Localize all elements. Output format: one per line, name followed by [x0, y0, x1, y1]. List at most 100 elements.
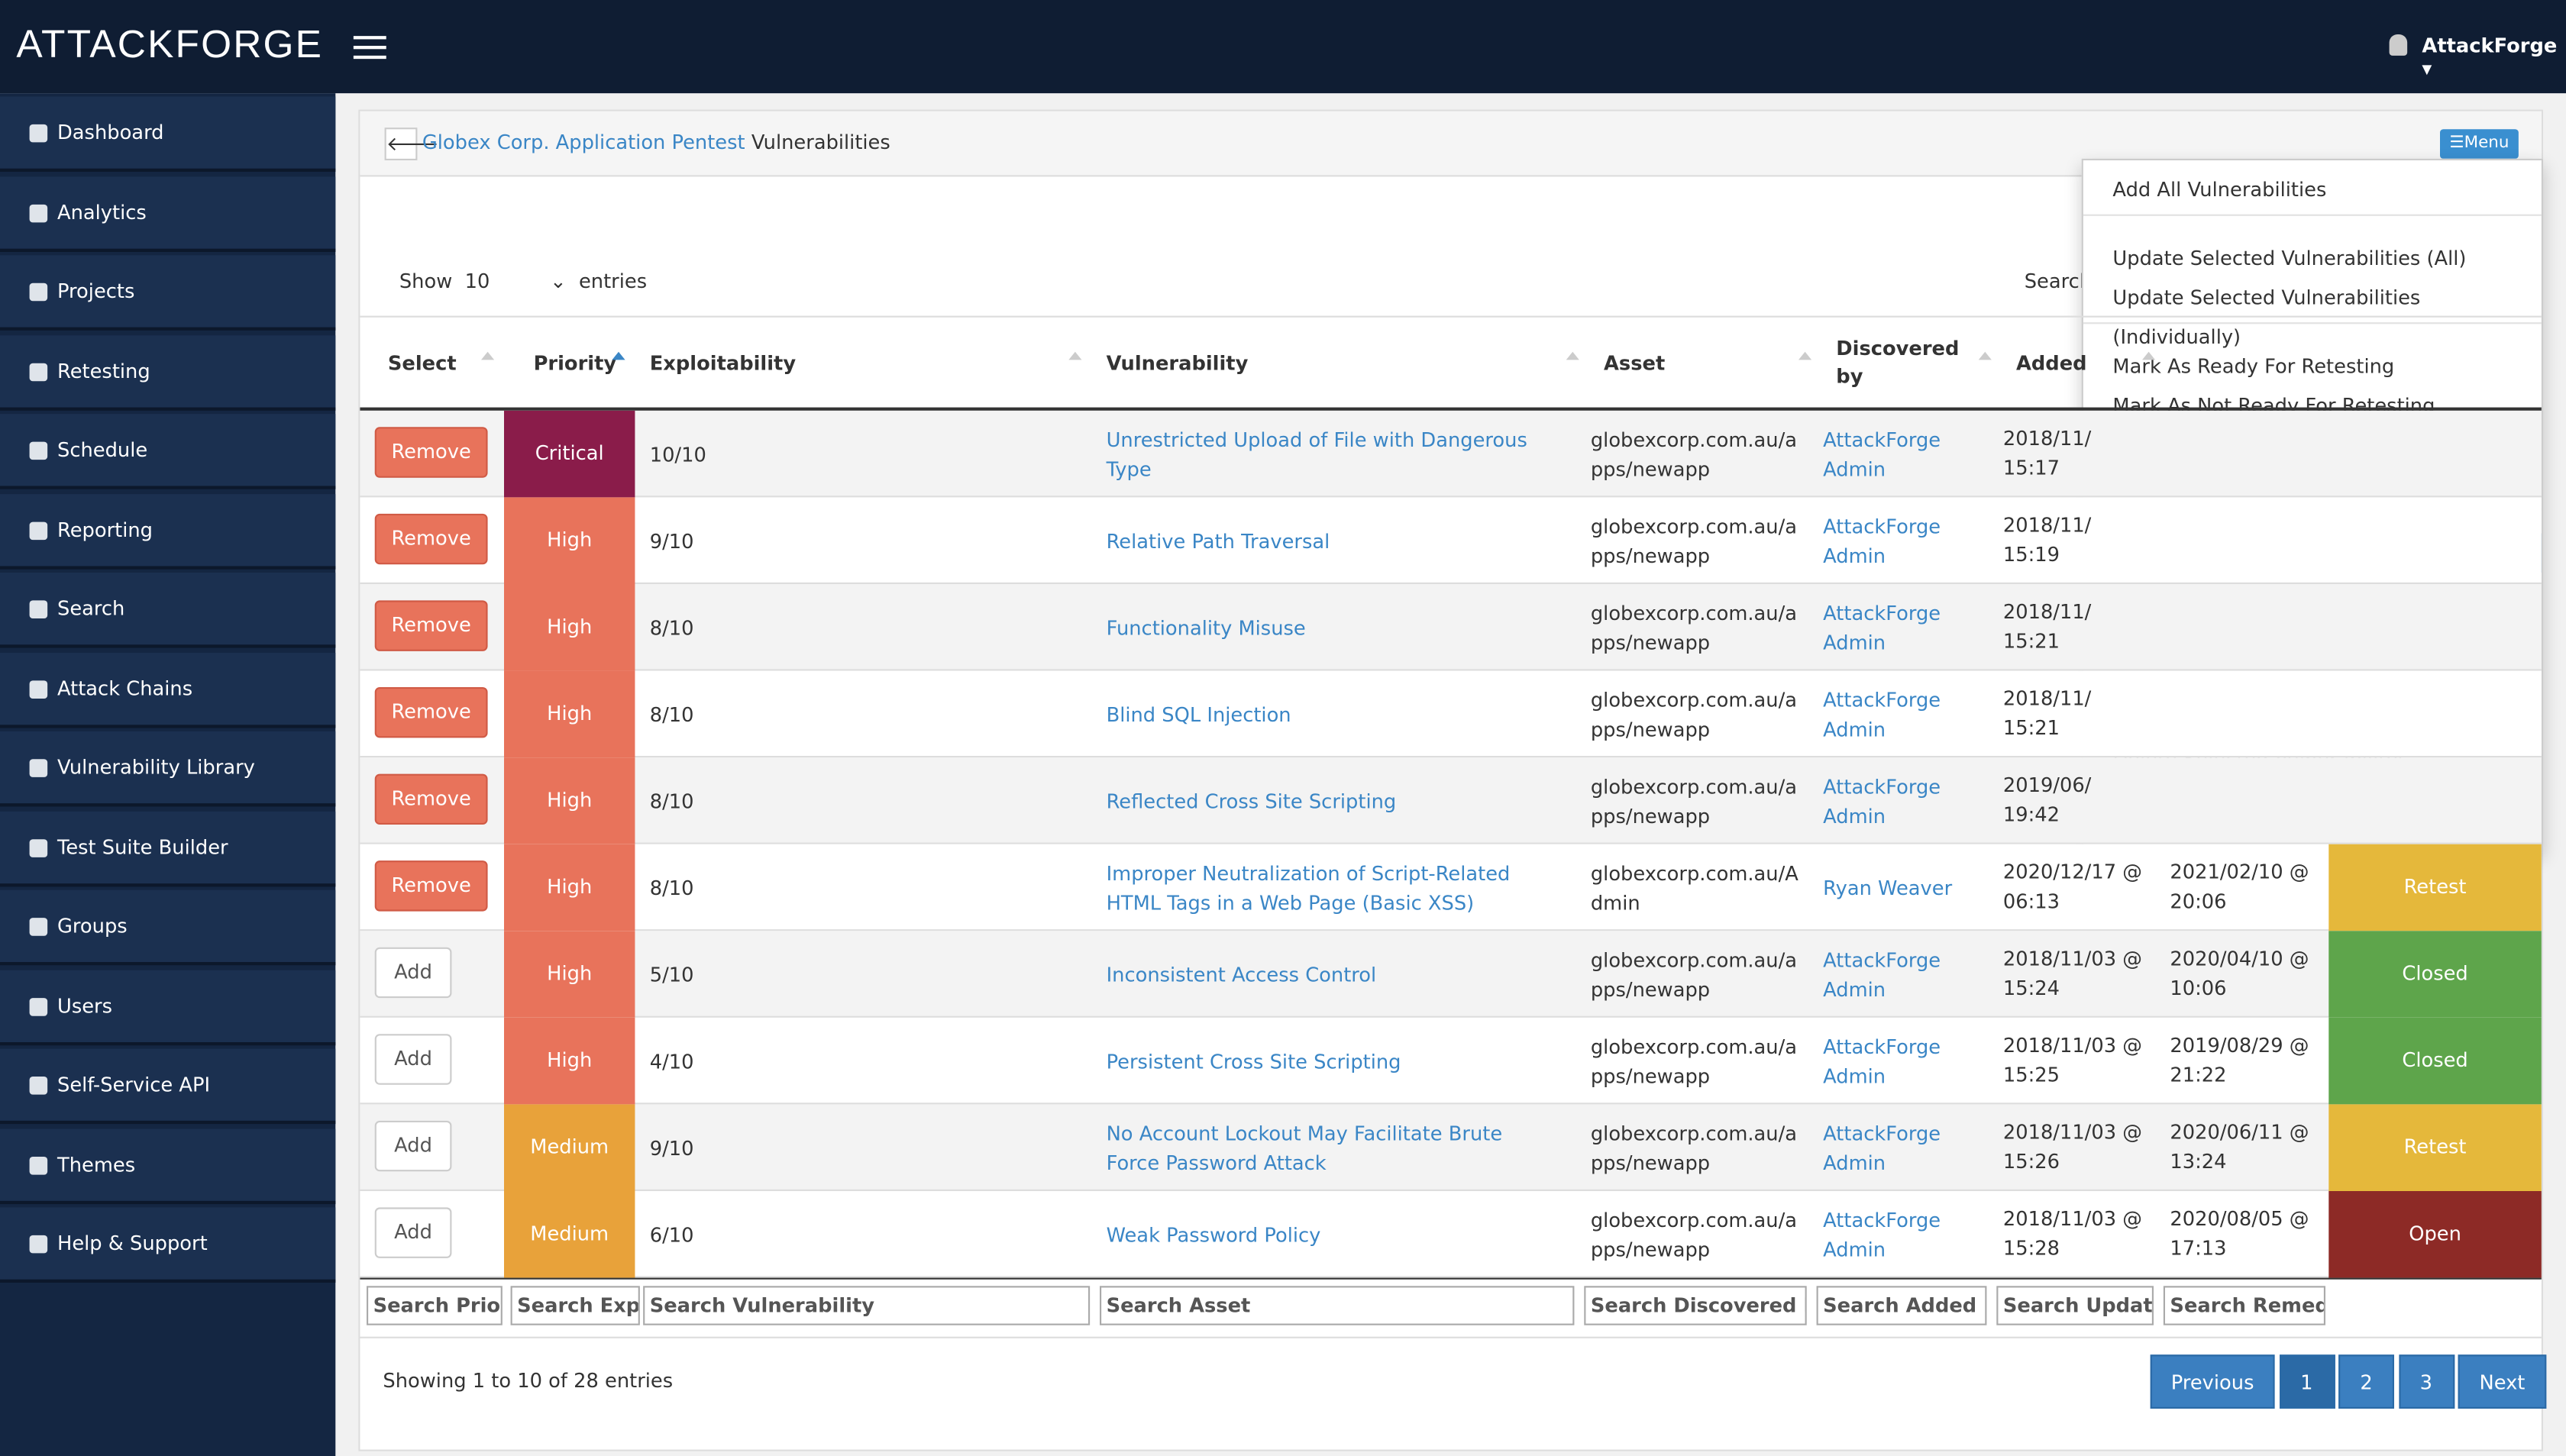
vulnerability-text[interactable]: Improper Neutralization of Script-Relate… — [1106, 861, 1511, 914]
exploitability-text: 5/10 — [649, 963, 694, 986]
updated: 2020/04/10 @ 10:06 — [2170, 944, 2327, 1002]
nav-item[interactable]: Themes — [0, 1128, 336, 1204]
page-button[interactable]: 3 — [2398, 1354, 2455, 1409]
exploitability-text: 4/10 — [649, 1049, 694, 1073]
column-header[interactable]: Select — [387, 350, 457, 374]
menu-item[interactable]: Update Selected Vulnerabilities (Individ… — [2112, 286, 2421, 349]
row-action-button[interactable]: Remove — [374, 513, 488, 565]
discovered-by-text[interactable]: AttackForge Admin — [1823, 601, 1941, 654]
nav-item[interactable]: Retesting — [0, 334, 336, 410]
asset: globexcorp.com.au/apps/newapp — [1591, 497, 1800, 584]
vulnerability-text[interactable]: Blind SQL Injection — [1106, 702, 1291, 726]
nav-item[interactable]: Help & Support — [0, 1207, 336, 1283]
menu-item[interactable]: Update Selected Vulnerabilities (All) — [2112, 247, 2467, 270]
page-button[interactable]: Previous — [2150, 1354, 2275, 1409]
row-action-button[interactable]: Remove — [374, 687, 488, 738]
added: 2018/11/15:21 — [2003, 597, 2160, 656]
added-line: 2018/11/03 @ — [2002, 1207, 2142, 1231]
exploitability-text: 8/10 — [649, 789, 694, 812]
row-action-button[interactable]: Add — [374, 1207, 452, 1258]
discovered-by-text[interactable]: AttackForge Admin — [1823, 1208, 1941, 1261]
discovered-by-text[interactable]: AttackForge Admin — [1823, 1121, 1941, 1174]
nav-item[interactable]: Analytics — [0, 176, 336, 251]
nav-item[interactable]: Self-Service API — [0, 1048, 336, 1125]
nav-item[interactable]: Users — [0, 969, 336, 1045]
nav-item[interactable]: Attack Chains — [0, 651, 336, 728]
nav-item[interactable]: Vulnerability Library — [0, 731, 336, 807]
added-line: 2018/11/ — [2002, 600, 2092, 624]
back-button[interactable]: 🡐 — [384, 128, 439, 160]
column-filter[interactable]: Search Added — [1816, 1286, 1987, 1325]
asset-text: globexcorp.com.au/apps/newapp — [1590, 514, 1798, 567]
menu-button[interactable]: ☰Menu — [2440, 129, 2519, 159]
vulnerability-text[interactable]: Relative Path Traversal — [1106, 529, 1330, 553]
menu-item[interactable]: Add All Vulnerabilities — [2112, 178, 2327, 202]
vulnerability-text[interactable]: Inconsistent Access Control — [1106, 963, 1377, 986]
discovered-by-text[interactable]: AttackForge Admin — [1823, 948, 1941, 1001]
added: 2018/11/03 @ 15:24 — [2003, 944, 2160, 1002]
length-select[interactable]: 10 — [464, 270, 490, 293]
column-filter[interactable]: Search Asset — [1100, 1286, 1575, 1325]
nav-item[interactable]: Dashboard — [0, 96, 336, 172]
row-action-button[interactable]: Remove — [374, 773, 488, 825]
discovered-by-text[interactable]: Ryan Weaver — [1823, 876, 1953, 899]
page-button[interactable]: 1 — [2278, 1354, 2335, 1409]
nav-item[interactable]: Test Suite Builder — [0, 810, 336, 886]
asset-text: globexcorp.com.au/Admin — [1590, 861, 1798, 914]
nav-item[interactable]: Groups — [0, 889, 336, 966]
page-button[interactable]: Next — [2458, 1354, 2547, 1409]
nav-item[interactable]: Search — [0, 573, 336, 648]
vulnerability-text[interactable]: No Account Lockout May Facilitate Brute … — [1106, 1121, 1503, 1174]
discovered-by-text[interactable]: AttackForge Admin — [1823, 688, 1941, 741]
column-header[interactable]: Exploitability — [649, 350, 797, 374]
vulnerability-text[interactable]: Reflected Cross Site Scripting — [1106, 789, 1397, 812]
brand[interactable]: ATTACKFORGE — [16, 23, 324, 67]
column-header[interactable]: Asset — [1604, 350, 1666, 374]
row-action-button[interactable]: Add — [374, 1120, 452, 1172]
nav-item[interactable]: Projects — [0, 255, 336, 331]
column-filter[interactable]: Search Remediation — [2163, 1286, 2325, 1325]
vulnerability-text[interactable]: Unrestricted Upload of File with Dangero… — [1106, 428, 1527, 480]
sort-icon — [612, 351, 625, 360]
page-button[interactable]: 2 — [2338, 1354, 2394, 1409]
discovered-by-text[interactable]: AttackForge Admin — [1823, 514, 1941, 567]
row-action-button[interactable]: Remove — [374, 427, 488, 478]
added-line: 15:25 — [2002, 1063, 2060, 1086]
row-action-button[interactable]: Remove — [374, 600, 488, 651]
vulnerability: Relative Path Traversal — [1107, 497, 1556, 584]
exploitability: 8/10 — [650, 844, 1075, 931]
column-filter[interactable]: Search Exploitability — [510, 1286, 640, 1325]
column-filter[interactable]: Search Priority — [367, 1286, 503, 1325]
exploitability: 6/10 — [650, 1191, 1075, 1278]
nav-label: Analytics — [57, 200, 147, 224]
priority-cell: Medium — [504, 1191, 635, 1278]
column-filter[interactable]: Search Vulnerability — [643, 1286, 1091, 1325]
hamburger[interactable] — [353, 36, 386, 60]
exploitability-text: 8/10 — [649, 702, 694, 726]
row-action-button[interactable]: Add — [374, 947, 452, 999]
column-header[interactable]: Added — [2016, 350, 2087, 374]
column-filter[interactable]: Search Discovered by — [1584, 1286, 1807, 1325]
column-header[interactable]: Priority — [533, 350, 617, 374]
entries-label: entries — [578, 270, 648, 293]
user-menu[interactable]: AttackForge ▾ — [2422, 34, 2558, 80]
vulnerability-text[interactable]: Functionality Misuse — [1106, 615, 1306, 639]
sort-icon — [1798, 351, 1812, 360]
discovered-by-text[interactable]: AttackForge Admin — [1823, 428, 1941, 480]
vulnerability-text[interactable]: Persistent Cross Site Scripting — [1106, 1049, 1401, 1073]
vulnerability-text[interactable]: Weak Password Policy — [1106, 1222, 1321, 1246]
nav-item[interactable]: Reporting — [0, 493, 336, 569]
row-action-button[interactable]: Remove — [374, 860, 488, 912]
project-link[interactable]: Globex Corp. Application Pentest — [422, 131, 745, 154]
discovered-by-text[interactable]: AttackForge Admin — [1823, 774, 1941, 828]
row-action-button[interactable]: Add — [374, 1034, 452, 1085]
column-header[interactable]: Vulnerability — [1106, 350, 1249, 374]
discovered-by-text[interactable]: AttackForge Admin — [1823, 1035, 1941, 1087]
nav-item[interactable]: Schedule — [0, 414, 336, 489]
nav-icon — [29, 1235, 48, 1254]
column-header[interactable]: Discovered by — [1836, 337, 1960, 388]
added: 2018/11/15:19 — [2003, 511, 2160, 570]
column-filter[interactable]: Search Updated — [1996, 1286, 2154, 1325]
sidebar: Dashboard Analytics Projects Retesting Sched… — [0, 93, 336, 1456]
menu-item[interactable]: Mark As Ready For Retesting — [2112, 355, 2395, 378]
